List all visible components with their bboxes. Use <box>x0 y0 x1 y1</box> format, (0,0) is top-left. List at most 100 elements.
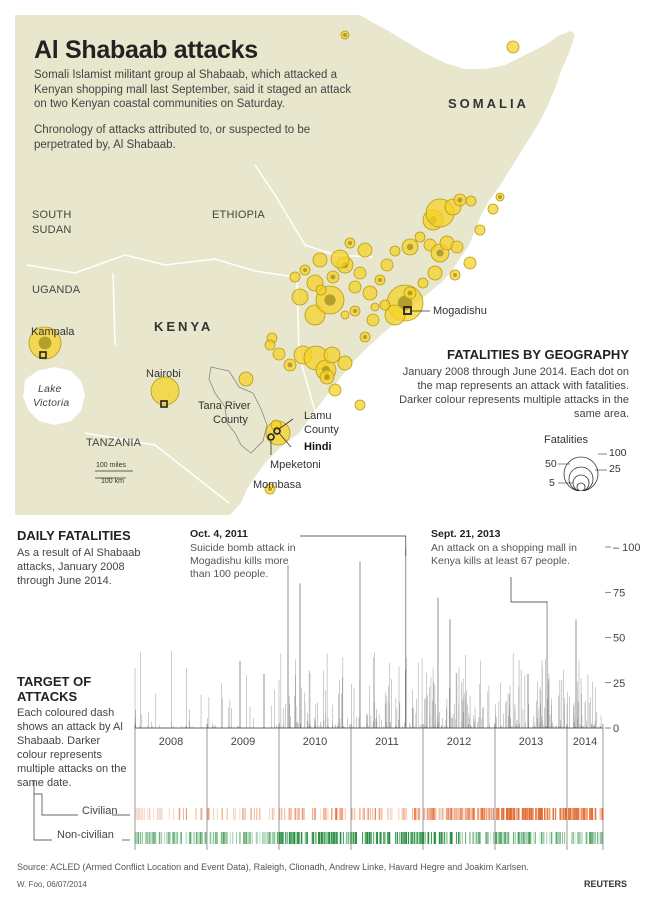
size-legend <box>558 453 607 491</box>
attack-dot-core <box>498 195 502 199</box>
label-hindi: Hindi <box>304 441 332 453</box>
attack-dot <box>506 40 520 54</box>
attack-dot-core <box>268 487 272 491</box>
mpeketoni-marker <box>267 433 275 441</box>
label-lake-1: Lake <box>38 383 62 395</box>
attack-dot-core <box>330 274 336 280</box>
border-line <box>84 432 230 504</box>
attack-dot <box>264 339 276 351</box>
label-uganda: UGANDA <box>32 284 81 296</box>
year-label: 2011 <box>375 736 399 748</box>
attack-dot <box>353 266 367 280</box>
fatalities-geo-desc: January 2008 through June 2014. Each dot… <box>399 366 629 420</box>
attack-dot <box>315 284 327 296</box>
label-nairobi: Nairobi <box>146 368 181 380</box>
non-civilian-label: Non-civilian <box>57 829 114 841</box>
daily-fatalities-chart: 0 25 50 75 – 100 2008 2009 2010 2011 2012 2013 2014 <box>33 535 641 850</box>
attack-dot <box>328 383 342 397</box>
attack-dot-core <box>406 243 414 251</box>
attack-dot <box>370 302 380 312</box>
scale-miles-label: 100 miles <box>96 462 126 469</box>
reuters-logo: REUTERS <box>583 879 627 889</box>
label-somalia: SOMALIA <box>448 96 529 111</box>
year-label: 2014 <box>573 736 597 748</box>
attack-dot-core <box>378 278 382 282</box>
border-line <box>112 272 116 346</box>
anno-leader <box>300 535 407 556</box>
label-tana-2: County <box>213 414 248 426</box>
anno-sept-2013-title: Sept. 21, 2013 <box>431 528 501 540</box>
label-ethiopia: ETHIOPIA <box>212 209 265 221</box>
year-label: 2012 <box>447 736 471 748</box>
anno-oct-2011-desc: Suicide bomb attack in Mogadishu kills m… <box>190 542 296 580</box>
attack-dot <box>348 280 362 294</box>
hindi-marker <box>273 427 281 435</box>
label-tanzania: TANZANIA <box>86 437 142 449</box>
scale-km-label: 100 km <box>101 478 124 485</box>
attack-dot-core <box>38 336 52 350</box>
attack-dot <box>465 195 477 207</box>
credit-text: W. Foo, 06/07/2014 <box>17 880 87 889</box>
attack-dot <box>354 399 366 411</box>
attack-dot <box>330 249 350 269</box>
attack-dot-core <box>453 273 457 277</box>
non-civilian-connector <box>33 794 52 841</box>
ocean <box>230 15 630 515</box>
label-mpeketoni: Mpeketoni <box>270 459 321 471</box>
attack-dot <box>312 252 328 268</box>
anno-leader <box>510 577 548 603</box>
hindi-leader <box>278 432 292 448</box>
attack-dot <box>379 299 391 311</box>
civilian-connector-2 <box>41 794 78 816</box>
attack-dot-core <box>303 268 307 272</box>
label-south-sudan-1: SOUTH <box>32 209 72 221</box>
legend-title: Fatalities <box>544 434 589 446</box>
attack-dot <box>380 258 394 272</box>
attack-dot <box>389 245 401 257</box>
label-mogadishu: Mogadishu <box>433 305 487 317</box>
legend-circle-100 <box>563 456 599 491</box>
legend-value-5: 5 <box>549 477 555 489</box>
attack-dot-core <box>324 374 330 380</box>
label-tana-1: Tana River <box>198 400 251 412</box>
daily-title: DAILY FATALITIES <box>17 528 131 543</box>
attack-dot-core <box>363 335 367 339</box>
attack-dot <box>357 242 373 258</box>
civilian-label: Civilian <box>82 805 118 817</box>
label-south-sudan-2: SUDAN <box>32 224 72 236</box>
nairobi-marker <box>160 400 168 408</box>
attack-dot-core <box>343 33 347 37</box>
attack-dot <box>340 310 350 320</box>
daily-desc: As a result of Al Shabaab attacks, Janua… <box>17 547 141 587</box>
legend-value-50: 50 <box>545 458 557 470</box>
y-tick-label: 50 <box>613 633 625 645</box>
label-lake-2: Victoria <box>33 397 70 409</box>
lamu-leader <box>278 418 294 430</box>
intro-text: Somali Islamist militant group al Shabaa… <box>34 69 352 110</box>
attack-dot <box>463 256 477 270</box>
target-desc: Each coloured dash shows an attack by Al… <box>17 707 127 789</box>
attack-dot <box>272 347 286 361</box>
attack-dot-core <box>436 249 444 257</box>
attack-dot-core <box>348 241 352 245</box>
y-tick-label: 0 <box>613 723 619 735</box>
page-title: Al Shabaab attacks <box>34 36 258 64</box>
label-lamu-1: Lamu <box>304 410 332 422</box>
label-mombasa: Mombasa <box>253 479 302 491</box>
target-title-2: ATTACKS <box>17 689 78 704</box>
attack-dot <box>427 265 443 281</box>
label-kenya: KENYA <box>154 319 214 334</box>
attack-dot-core <box>287 362 293 368</box>
year-label: 2010 <box>303 736 327 748</box>
attack-dot <box>323 346 341 364</box>
attack-dot-core <box>457 197 463 203</box>
border-line <box>26 254 296 278</box>
attack-dots <box>28 30 520 495</box>
attack-dot <box>291 288 309 306</box>
label-lamu-2: County <box>304 424 339 436</box>
year-label: 2009 <box>231 736 255 748</box>
anno-sept-2013-desc: An attack on a shopping mall in Kenya ki… <box>431 542 577 567</box>
fatalities-geo-title: FATALITIES BY GEOGRAPHY <box>446 347 629 362</box>
attack-dot-core <box>353 309 357 313</box>
map <box>15 15 630 515</box>
